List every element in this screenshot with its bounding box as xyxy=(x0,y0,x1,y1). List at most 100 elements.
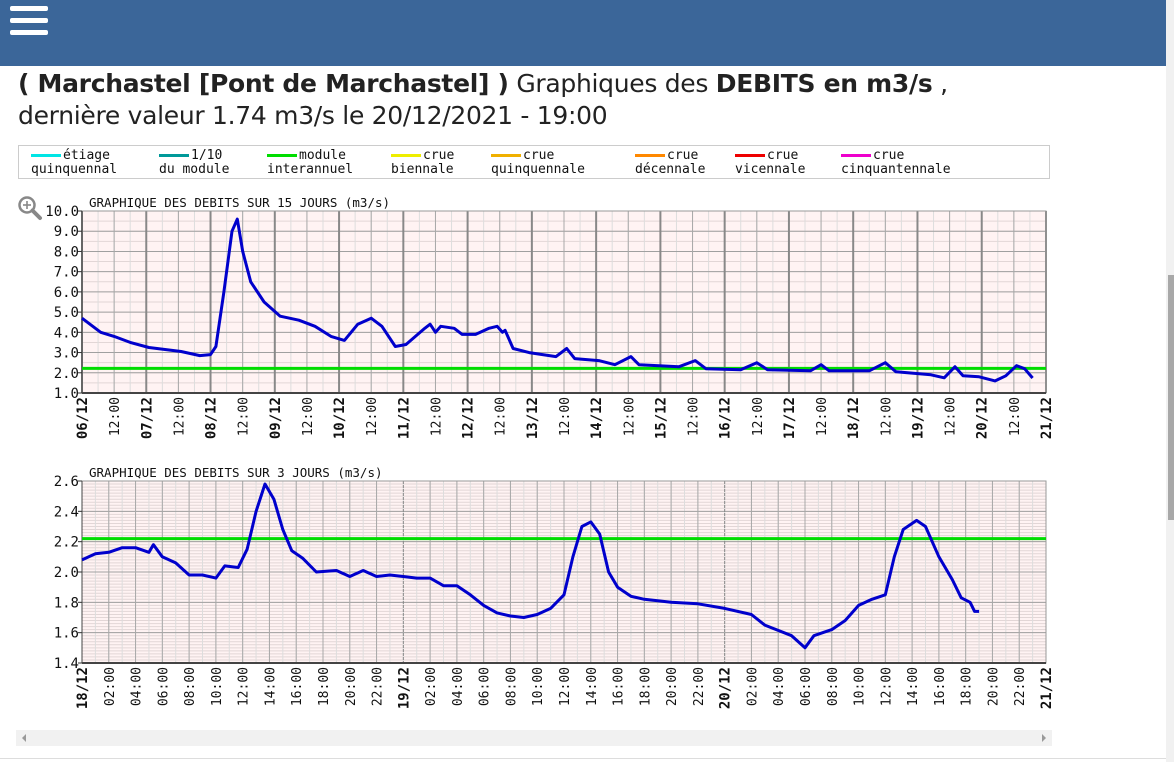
x-tick-label: 10/12 xyxy=(332,397,348,439)
x-tick-label: 12:00 xyxy=(687,397,702,436)
title-bold: DEBITS en m3/s xyxy=(715,69,933,98)
legend-label: quinquennale xyxy=(491,162,585,177)
x-tick-label: 20/12 xyxy=(975,397,991,439)
chart-title: GRAPHIQUE DES DEBITS SUR 15 JOURS (m3/s) xyxy=(89,195,390,210)
legend-item: étiage quinquennal xyxy=(31,149,117,177)
x-tick-label: 12:00 xyxy=(365,397,380,436)
x-tick-label: 02:00 xyxy=(424,667,439,706)
x-tick-label: 16:00 xyxy=(933,667,948,706)
legend-swatch xyxy=(391,154,421,157)
y-tick-label: 1.0 xyxy=(54,386,79,402)
x-tick-label: 02:00 xyxy=(103,667,118,706)
legend-label: crue xyxy=(523,148,555,163)
x-tick-label: 10:00 xyxy=(210,667,225,706)
x-tick-label: 12:00 xyxy=(237,667,252,706)
legend-swatch xyxy=(735,154,765,157)
vertical-scrollbar[interactable] xyxy=(1166,0,1174,762)
x-tick-label: 14:00 xyxy=(906,667,921,706)
y-tick-label: 7.0 xyxy=(54,265,79,281)
x-tick-label: 06:00 xyxy=(156,667,171,706)
x-tick-label: 04:00 xyxy=(772,667,787,706)
x-tick-label: 19/12 xyxy=(910,397,926,439)
legend-item: crue quinquennale xyxy=(491,149,585,177)
legend-label: crue xyxy=(873,148,905,163)
y-tick-label: 2.6 xyxy=(54,474,79,490)
title-text: , xyxy=(932,69,948,98)
x-tick-label: 22:00 xyxy=(692,667,707,706)
legend-label: interannuel xyxy=(267,162,354,177)
x-tick-label: 11/12 xyxy=(396,397,412,439)
chart-15-days: 1.0 2.0 3.0 4.0 5.0 6.0 7.0 8.0 9.0 10.0 06/12 12:0… xyxy=(45,195,1055,439)
x-tick-label: 17/12 xyxy=(782,397,798,439)
x-tick-label: 20:00 xyxy=(344,667,359,706)
legend-label: biennale xyxy=(391,162,454,177)
x-tick-label: 08/12 xyxy=(204,397,220,439)
x-tick-label: 20/12 xyxy=(718,667,734,709)
zoom-in-icon[interactable] xyxy=(17,195,43,221)
legend-item: module interannuel xyxy=(267,149,353,177)
x-tick-label: 10:00 xyxy=(853,667,868,706)
scroll-right-icon[interactable] xyxy=(1042,734,1046,742)
x-tick-label: 07/12 xyxy=(139,397,155,439)
legend-label: cinquantennale xyxy=(841,162,951,177)
x-tick-label: 12:00 xyxy=(558,667,573,706)
y-tick-label: 4.0 xyxy=(54,325,79,341)
x-tick-label: 12:00 xyxy=(879,667,894,706)
x-tick-label: 08:00 xyxy=(504,667,519,706)
scrollbar-thumb[interactable] xyxy=(1168,275,1174,520)
hamburger-icon[interactable] xyxy=(10,6,48,38)
legend-item: crue vicennale xyxy=(735,149,805,177)
last-value: dernière valeur 1.74 m3/s le 20/12/2021 … xyxy=(18,101,608,130)
y-tick-label: 2.0 xyxy=(54,366,79,382)
y-tick-label: 9.0 xyxy=(54,224,79,240)
x-tick-label: 15/12 xyxy=(653,397,669,439)
x-tick-label: 22:00 xyxy=(1013,667,1028,706)
x-tick-label: 20:00 xyxy=(986,667,1001,706)
x-tick-label: 08:00 xyxy=(826,667,841,706)
legend-item: crue cinquantennale xyxy=(841,149,951,177)
legend: étiage quinquennal 1/10 du module module inte… xyxy=(18,145,1050,179)
x-tick-label: 12:00 xyxy=(301,397,316,436)
top-bar xyxy=(0,0,1166,66)
x-tick-label: 12:00 xyxy=(622,397,637,436)
legend-item: crue biennale xyxy=(391,149,454,177)
x-tick-label: 14/12 xyxy=(589,397,605,439)
x-tick-label: 12:00 xyxy=(494,397,509,436)
x-tick-label: 02:00 xyxy=(745,667,760,706)
x-tick-label: 12:00 xyxy=(944,397,959,436)
x-tick-label: 14:00 xyxy=(263,667,278,706)
x-tick-label: 06/12 xyxy=(75,397,91,439)
x-tick-label: 18/12 xyxy=(75,667,91,709)
x-tick-label: 12:00 xyxy=(1008,397,1023,436)
x-tick-label: 18/12 xyxy=(846,397,862,439)
legend-swatch xyxy=(841,154,871,157)
horizontal-scrollbar[interactable] xyxy=(16,730,1052,746)
legend-label: crue xyxy=(667,148,699,163)
x-tick-label: 10:00 xyxy=(531,667,546,706)
y-tick-label: 6.0 xyxy=(54,285,79,301)
legend-swatch xyxy=(31,154,61,157)
legend-label: vicennale xyxy=(735,162,806,177)
chart-3-days: 1.4 1.6 1.8 2.0 2.2 2.4 2.6 18/12 02:00 04:00 06:0… xyxy=(54,465,1055,709)
x-tick-label: 06:00 xyxy=(478,667,493,706)
legend-swatch xyxy=(635,154,665,157)
title-text: Graphiques des xyxy=(508,69,716,98)
legend-swatch xyxy=(491,154,521,157)
x-tick-label: 14:00 xyxy=(585,667,600,706)
y-tick-label: 1.4 xyxy=(54,656,79,672)
x-tick-label: 12/12 xyxy=(461,397,477,439)
x-tick-label: 12:00 xyxy=(429,397,444,436)
x-tick-label: 12:00 xyxy=(108,397,123,436)
legend-swatch xyxy=(159,154,189,157)
x-tick-label: 06:00 xyxy=(799,667,814,706)
x-tick-label: 12:00 xyxy=(815,397,830,436)
scroll-left-icon[interactable] xyxy=(22,734,26,742)
discharge-series-line xyxy=(81,482,980,650)
page-title: ( Marchastel [Pont de Marchastel] ) Grap… xyxy=(18,68,948,132)
y-tick-label: 5.0 xyxy=(54,305,79,321)
legend-label: 1/10 xyxy=(191,148,223,163)
divider xyxy=(0,758,1166,759)
y-tick-label: 2.2 xyxy=(54,535,79,551)
y-tick-label: 10.0 xyxy=(45,204,79,220)
y-tick-label: 3.0 xyxy=(54,346,79,362)
